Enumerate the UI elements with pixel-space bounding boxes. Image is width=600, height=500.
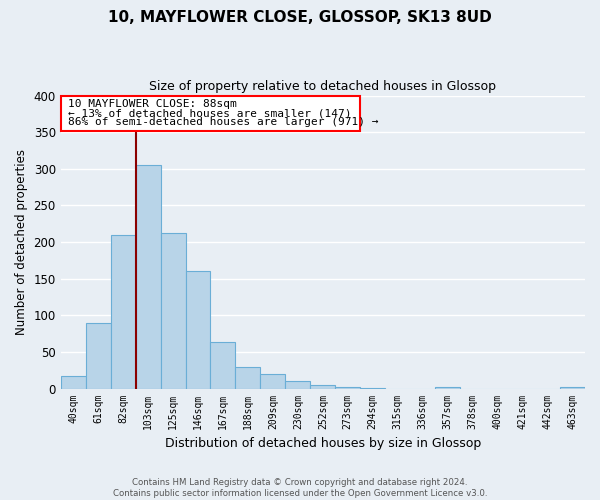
Bar — [286, 381, 310, 388]
Bar — [310, 385, 335, 388]
Text: 86% of semi-detached houses are larger (971) →: 86% of semi-detached houses are larger (… — [68, 117, 379, 127]
Text: ← 13% of detached houses are smaller (147): ← 13% of detached houses are smaller (14… — [68, 108, 352, 118]
Bar — [61, 96, 360, 130]
Bar — [136, 165, 161, 388]
Bar — [435, 387, 460, 388]
Text: Contains HM Land Registry data © Crown copyright and database right 2024.
Contai: Contains HM Land Registry data © Crown c… — [113, 478, 487, 498]
Bar — [211, 342, 235, 388]
Bar — [185, 272, 211, 388]
Y-axis label: Number of detached properties: Number of detached properties — [15, 149, 28, 335]
Bar — [235, 366, 260, 388]
Bar — [161, 232, 185, 388]
Bar — [260, 374, 286, 388]
Bar — [86, 322, 110, 388]
Bar — [560, 387, 585, 388]
X-axis label: Distribution of detached houses by size in Glossop: Distribution of detached houses by size … — [165, 437, 481, 450]
Text: 10 MAYFLOWER CLOSE: 88sqm: 10 MAYFLOWER CLOSE: 88sqm — [68, 99, 237, 109]
Bar — [335, 387, 360, 388]
Bar — [110, 234, 136, 388]
Bar — [61, 376, 86, 388]
Text: 10, MAYFLOWER CLOSE, GLOSSOP, SK13 8UD: 10, MAYFLOWER CLOSE, GLOSSOP, SK13 8UD — [108, 10, 492, 25]
Title: Size of property relative to detached houses in Glossop: Size of property relative to detached ho… — [149, 80, 496, 93]
